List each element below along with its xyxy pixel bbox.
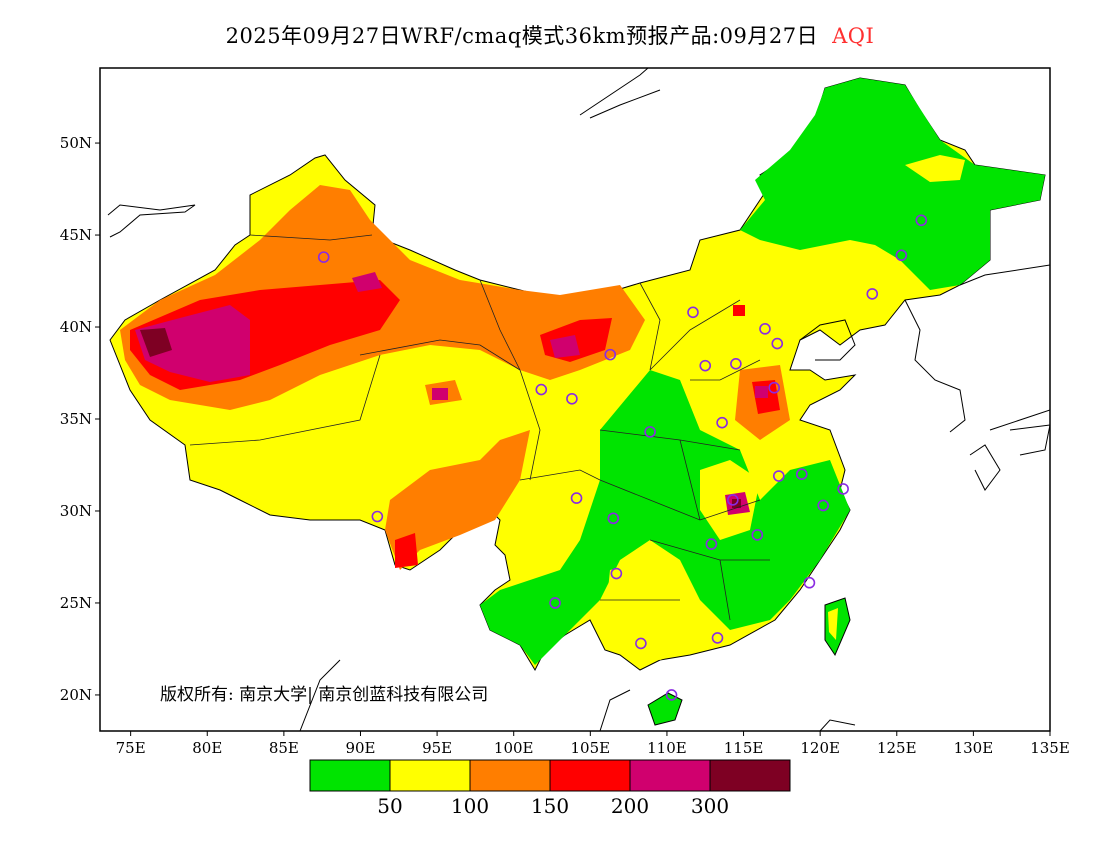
lat-tick-label: 50N [60, 134, 92, 152]
city-marker [687, 306, 699, 319]
figure-title: 2025年09月27日WRF/cmaq模式36km预报产品:09月27日 AQI [0, 20, 1100, 50]
city-marker [535, 383, 548, 396]
legend-swatch [549, 759, 631, 792]
lon-tick-label: 125E [877, 739, 917, 757]
coastline-bohai [799, 319, 856, 361]
city-marker [803, 576, 816, 589]
lon-tick-label: 135E [1030, 739, 1070, 757]
city-marker [610, 567, 623, 580]
lon-tick-label: 120E [800, 739, 840, 757]
lat-tick-label: 45N [60, 226, 92, 244]
map-content [107, 68, 1050, 731]
city-marker [837, 483, 849, 495]
province-borders [189, 234, 770, 621]
city-marker [665, 689, 678, 701]
legend-label: 200 [611, 794, 649, 818]
city-marker [716, 416, 728, 429]
map-axes: 75E 80E 85E 90E 95E 100E 105E 110E 115E 120E 125E 1… [60, 134, 1070, 757]
city-marker [549, 597, 561, 609]
lat-tick-label: 25N [60, 594, 92, 612]
lat-tick-label: 40N [60, 318, 92, 336]
lon-tick-label: 110E [647, 739, 687, 757]
region-aqi-hazardous [140, 328, 172, 357]
title-variable: AQI [832, 24, 875, 48]
legend-swatch [629, 759, 711, 792]
city-marker [730, 358, 742, 370]
lon-tick-label: 115E [724, 739, 764, 757]
coastline-caspian [107, 204, 196, 238]
legend-label: 300 [691, 794, 729, 818]
map-frame [99, 67, 1051, 732]
region-aqi-good-northeast [740, 78, 1045, 290]
region-aqi-very-unhealthy-northwest [135, 305, 250, 382]
city-marker [795, 468, 808, 480]
region-aqi-very-unhealthy-2 [352, 272, 382, 292]
taiwan-yellow [828, 608, 838, 640]
city-markers [317, 214, 928, 701]
lon-tick-label: 90E [345, 739, 375, 757]
legend-label: 50 [377, 794, 402, 818]
city-marker [566, 392, 578, 405]
coastline-indochina [299, 659, 856, 731]
city-marker [604, 348, 617, 361]
city-marker [570, 492, 583, 504]
city-marker [607, 512, 620, 525]
color-legend: 50 100 150 200 300 [309, 759, 791, 818]
region-aqi-very-unhealthy-qinghai [432, 388, 448, 400]
coastline-japan [969, 409, 1050, 491]
title-main: 2025年09月27日WRF/cmaq模式36km预报产品:09月27日 [225, 24, 819, 48]
lat-tick-label: 35N [60, 410, 92, 428]
lat-tick-label: 20N [60, 686, 92, 704]
region-aqi-red-beijing [733, 305, 745, 316]
city-marker [915, 214, 928, 227]
coastline-north [579, 68, 661, 119]
city-marker [895, 249, 908, 262]
lon-tick-label: 130E [954, 739, 994, 757]
lon-tick-label: 80E [192, 739, 222, 757]
region-aqi-unhealthy-sensitive-tibet [385, 430, 530, 570]
hainan [647, 692, 683, 726]
lon-tick-label: 100E [494, 739, 534, 757]
city-marker [711, 632, 724, 644]
lon-tick-label: 85E [269, 739, 299, 757]
region-aqi-unhealthy-tibet [395, 533, 418, 568]
region-aqi-good-south [480, 370, 850, 665]
city-marker [768, 381, 780, 394]
city-marker [635, 637, 647, 650]
city-marker [317, 251, 330, 263]
legend-swatch [469, 759, 551, 792]
city-marker [751, 529, 764, 541]
legend-label: 100 [451, 794, 489, 818]
city-marker [866, 288, 879, 300]
coastline-korea [904, 264, 1050, 433]
city-marker [771, 337, 784, 350]
legend-swatch [389, 759, 471, 792]
region-aqi-moderate-ne-patch [905, 155, 965, 182]
region-aqi-moderate-south-patch [605, 560, 720, 660]
city-marker [371, 510, 384, 523]
lon-tick-label: 95E [422, 739, 452, 757]
region-aqi-very-unhealthy-henan [755, 386, 768, 398]
city-marker [759, 323, 771, 335]
lon-tick-label: 105E [571, 739, 611, 757]
region-aqi-very-unhealthy-gansu [550, 335, 580, 358]
city-marker [705, 538, 718, 550]
city-marker [772, 470, 785, 482]
legend-swatch [709, 759, 791, 792]
legend-swatch [309, 759, 391, 792]
city-marker [727, 494, 739, 506]
lon-tick-label: 75E [116, 739, 146, 757]
copyright-credit: 版权所有: 南京大学| 南京创蓝科技有限公司 [160, 685, 489, 705]
lat-tick-label: 30N [60, 502, 92, 520]
city-marker [699, 359, 712, 372]
city-marker [817, 499, 830, 512]
legend-label: 150 [531, 794, 569, 818]
city-marker [644, 426, 656, 438]
